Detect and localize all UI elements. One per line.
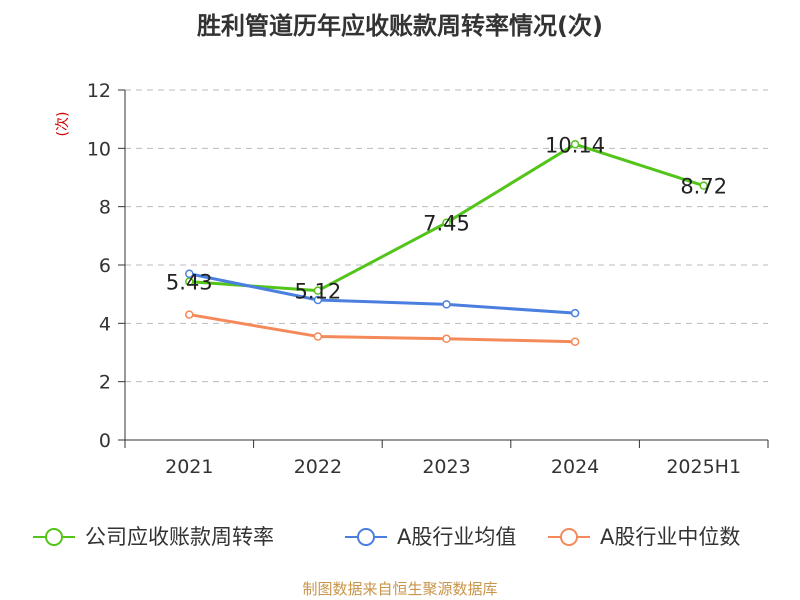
legend-label: A股行业均值 (397, 525, 516, 549)
data-point (185, 277, 194, 286)
data-point (313, 332, 323, 341)
data-point (185, 269, 194, 278)
data-point (313, 286, 323, 295)
legend-label: 公司应收账款周转率 (85, 525, 274, 549)
y-tick-label: 8 (99, 197, 111, 219)
x-tick-label: 2025H1 (666, 456, 741, 478)
source-footer: 制图数据来自恒生聚源数据库 (302, 580, 498, 598)
legend-item: A股行业均值 (345, 525, 516, 549)
y-tick-label: 0 (99, 430, 111, 452)
series-line (189, 313, 576, 344)
legend-marker (45, 528, 63, 546)
data-label: 5.12 (295, 280, 342, 304)
legend-item: 公司应收账款周转率 (33, 525, 274, 549)
x-tick-label: 2021 (165, 456, 213, 478)
data-label: 10.14 (545, 133, 605, 157)
data-point (699, 181, 708, 190)
y-tick-label: 12 (87, 80, 111, 102)
data-point (442, 218, 451, 227)
legend-marker (357, 528, 375, 546)
data-label: 5.43 (166, 271, 213, 295)
data-point (570, 140, 580, 149)
series-line (189, 272, 576, 315)
data-point (185, 310, 194, 319)
data-point (570, 337, 580, 346)
data-point (570, 308, 580, 318)
y-tick-label: 6 (99, 255, 111, 277)
chart-title: 胜利管道历年应收账款周转率情况(次) (197, 12, 603, 40)
legend-label: A股行业中位数 (600, 525, 740, 549)
data-labels: 5.43 5.12 7.45 10.14 8.72 (166, 133, 727, 303)
axes: 0 2 4 6 8 10 12 (次) 2021 2022 2023 2024 2025H1 (55, 80, 769, 478)
y-tick-label: 2 (99, 372, 111, 394)
grid-lines (125, 89, 768, 383)
y-tick-label: 10 (87, 138, 111, 160)
y-tick-label: 4 (99, 313, 111, 335)
x-tick-label: 2024 (551, 456, 599, 478)
data-point (313, 295, 323, 305)
legend-marker (560, 528, 578, 546)
x-tick-label: 2023 (422, 456, 470, 478)
data-point (442, 334, 451, 344)
data-label: 7.45 (423, 212, 470, 236)
data-point (442, 300, 451, 309)
y-axis-label: (次) (55, 112, 71, 137)
x-tick-label: 2022 (294, 456, 342, 478)
legend: 公司应收账款周转率 A股行业均值 A股行业中位数 (33, 525, 740, 549)
series-lines (185, 140, 708, 346)
legend-item: A股行业中位数 (548, 525, 740, 549)
data-label: 8.72 (680, 175, 727, 199)
